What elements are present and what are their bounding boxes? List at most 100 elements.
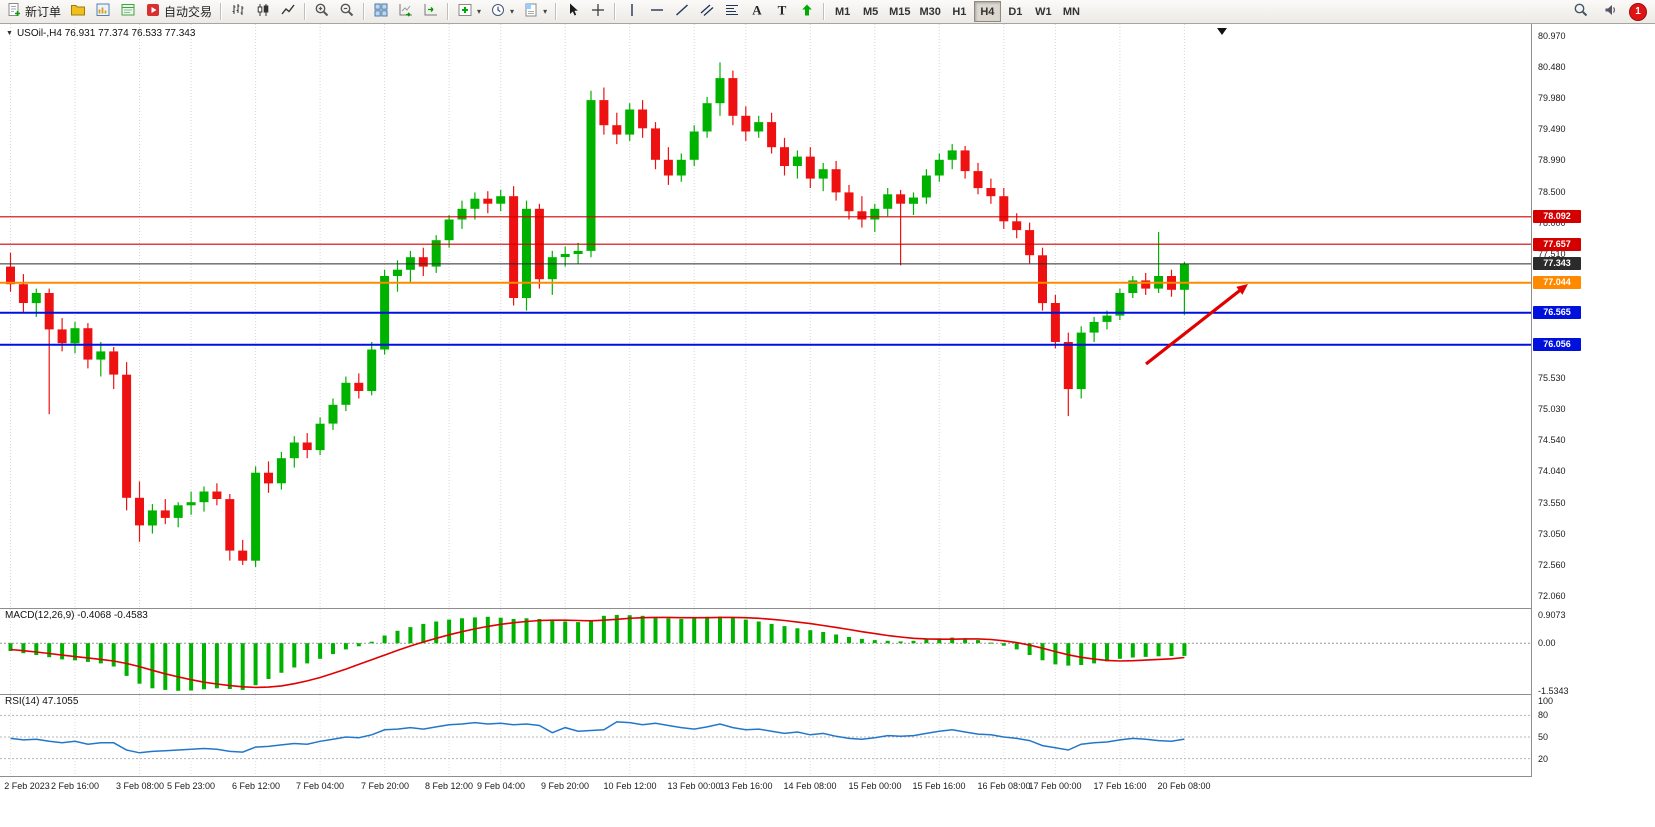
vertical-line-tool-button[interactable]: [620, 1, 644, 22]
toolbar-separator: [304, 3, 307, 20]
price-axis-label: 78.000: [1538, 218, 1566, 228]
price-chart-canvas[interactable]: [0, 24, 1531, 608]
chart-shift-marker-icon[interactable]: [1217, 28, 1227, 35]
notification-badge[interactable]: 1: [1629, 2, 1647, 21]
timeframe-button-h1[interactable]: H1: [946, 1, 973, 22]
templates-button[interactable]: ▾: [519, 1, 551, 22]
annotation-arrow[interactable]: [1145, 286, 1245, 366]
macd-pane-header: MACD(12,26,9) -0.4068 -0.4583: [5, 610, 148, 621]
price-tag: 76.565: [1533, 306, 1581, 319]
bar-chart-mode-button[interactable]: [226, 1, 250, 22]
crosshair-icon: [590, 2, 606, 21]
candles-group: [6, 62, 1189, 567]
timeframe-button-m15[interactable]: M15: [885, 1, 914, 22]
pane-divider[interactable]: [0, 608, 1655, 609]
time-axis-label: 9 Feb 04:00: [476, 781, 526, 791]
candlestick-mode-button[interactable]: [251, 1, 275, 22]
price-axis-label: 78.500: [1538, 187, 1566, 197]
rsi-line: [10, 721, 1185, 754]
market-watch-button[interactable]: [91, 1, 115, 22]
trendline-icon: [674, 2, 690, 21]
time-axis-label: 8 Feb 12:00: [424, 781, 474, 791]
search-icon: [1573, 2, 1589, 21]
timeframe-button-w1[interactable]: W1: [1030, 1, 1057, 22]
timeframe-button-m1[interactable]: M1: [829, 1, 856, 22]
price-axis-divider: [1531, 24, 1532, 827]
toolbar-separator: [220, 3, 223, 20]
speaker-icon: [1603, 2, 1619, 21]
price-tag: 77.044: [1533, 276, 1581, 289]
time-axis[interactable]: 2 Feb 2023 2 Feb 16:00 3 Feb 08:00 5 Feb 23…: [0, 777, 1655, 827]
line-chart-mode-button[interactable]: [276, 1, 300, 22]
time-axis-label: 6 Feb 12:00: [231, 781, 281, 791]
price-axis-label: 75.530: [1538, 373, 1566, 383]
timeframe-button-m5[interactable]: M5: [857, 1, 884, 22]
periods-button[interactable]: ▾: [486, 1, 518, 22]
candlestick-icon: [255, 2, 271, 21]
price-axis-label: 79.980: [1538, 93, 1566, 103]
text-label-tool-button[interactable]: T: [770, 1, 794, 22]
macd-indicator-canvas[interactable]: [0, 609, 1531, 694]
time-axis-label: 2 Feb 2023: [4, 781, 50, 791]
text-tool-button[interactable]: A: [745, 1, 769, 22]
horizontal-line-tool-button[interactable]: [645, 1, 669, 22]
price-axis-label: 72.560: [1538, 560, 1566, 570]
timeframe-button-m30[interactable]: M30: [915, 1, 944, 22]
auto-trading-button[interactable]: 自动交易: [141, 1, 216, 22]
annotation-arrow-head: [1236, 284, 1248, 295]
chart-menu-icon[interactable]: ▼: [6, 30, 13, 37]
search-button[interactable]: [1569, 1, 1593, 22]
time-axis-label: 17 Feb 00:00: [1028, 781, 1082, 791]
profiles-folder-icon: [70, 2, 86, 21]
price-tag: 76.056: [1533, 338, 1581, 351]
line-chart-icon: [280, 2, 296, 21]
rsi-indicator-canvas[interactable]: [0, 695, 1531, 776]
time-axis-label: 10 Feb 12:00: [603, 781, 657, 791]
price-axis[interactable]: 80.970 80.480 79.980 79.490 78.990 78.500 78.0…: [1532, 24, 1655, 827]
macd-axis-label: 0.00: [1538, 638, 1556, 648]
horizontal-line-icon: [649, 2, 665, 21]
tile-windows-button[interactable]: [369, 1, 393, 22]
channel-tool-button[interactable]: [695, 1, 719, 22]
time-axis-label: 5 Feb 23:00: [166, 781, 216, 791]
chart-shift-button[interactable]: [419, 1, 443, 22]
dropdown-arrow-icon: ▾: [477, 7, 482, 16]
macd-axis-label: -1.5343: [1538, 686, 1569, 696]
profiles-button[interactable]: [66, 1, 90, 22]
toolbar-separator: [555, 3, 558, 20]
crosshair-tool-button[interactable]: [586, 1, 610, 22]
chart-window: ▼ USOil-,H4 76.931 77.374 76.533 77.343 …: [0, 24, 1655, 827]
zoom-out-button[interactable]: [335, 1, 359, 22]
cursor-icon: [565, 2, 581, 21]
timeframe-button-mn[interactable]: MN: [1058, 1, 1085, 22]
time-axis-label: 13 Feb 16:00: [719, 781, 773, 791]
new-order-button[interactable]: 新订单: [2, 1, 65, 22]
bar-chart-icon: [230, 2, 246, 21]
timeframe-button-d1[interactable]: D1: [1002, 1, 1029, 22]
trendline-tool-button[interactable]: [670, 1, 694, 22]
svg-text:A: A: [752, 3, 762, 18]
cursor-tool-button[interactable]: [561, 1, 585, 22]
timeframe-button-h4[interactable]: H4: [973, 1, 1001, 22]
fibonacci-tool-button[interactable]: [720, 1, 744, 22]
time-axis-label: 17 Feb 16:00: [1093, 781, 1147, 791]
toolbar: 新订单 自动交易 ▾ ▾ ▾ A T M1 M5 M15 M30 H1 H4 D…: [0, 0, 1655, 24]
price-axis-label: 80.480: [1538, 62, 1566, 72]
terminal-button[interactable]: [116, 1, 140, 22]
zoom-in-button[interactable]: [310, 1, 334, 22]
toolbar-separator: [614, 3, 617, 20]
macd-signal-line: [10, 616, 1185, 689]
price-axis-label: 72.060: [1538, 591, 1566, 601]
pane-divider[interactable]: [0, 694, 1655, 695]
auto-trading-label: 自动交易: [164, 5, 213, 19]
time-axis-label: 13 Feb 00:00: [667, 781, 721, 791]
arrows-tool-button[interactable]: [795, 1, 819, 22]
dropdown-arrow-icon: ▾: [543, 7, 548, 16]
sound-button[interactable]: [1599, 1, 1623, 22]
auto-scroll-button[interactable]: [394, 1, 418, 22]
chart-title-text: USOil-,H4 76.931 77.374 76.533 77.343: [16, 28, 196, 39]
price-axis-label: 78.990: [1538, 155, 1566, 165]
indicators-button[interactable]: ▾: [453, 1, 485, 22]
time-axis-label: 7 Feb 04:00: [295, 781, 345, 791]
templates-icon: [523, 2, 539, 21]
